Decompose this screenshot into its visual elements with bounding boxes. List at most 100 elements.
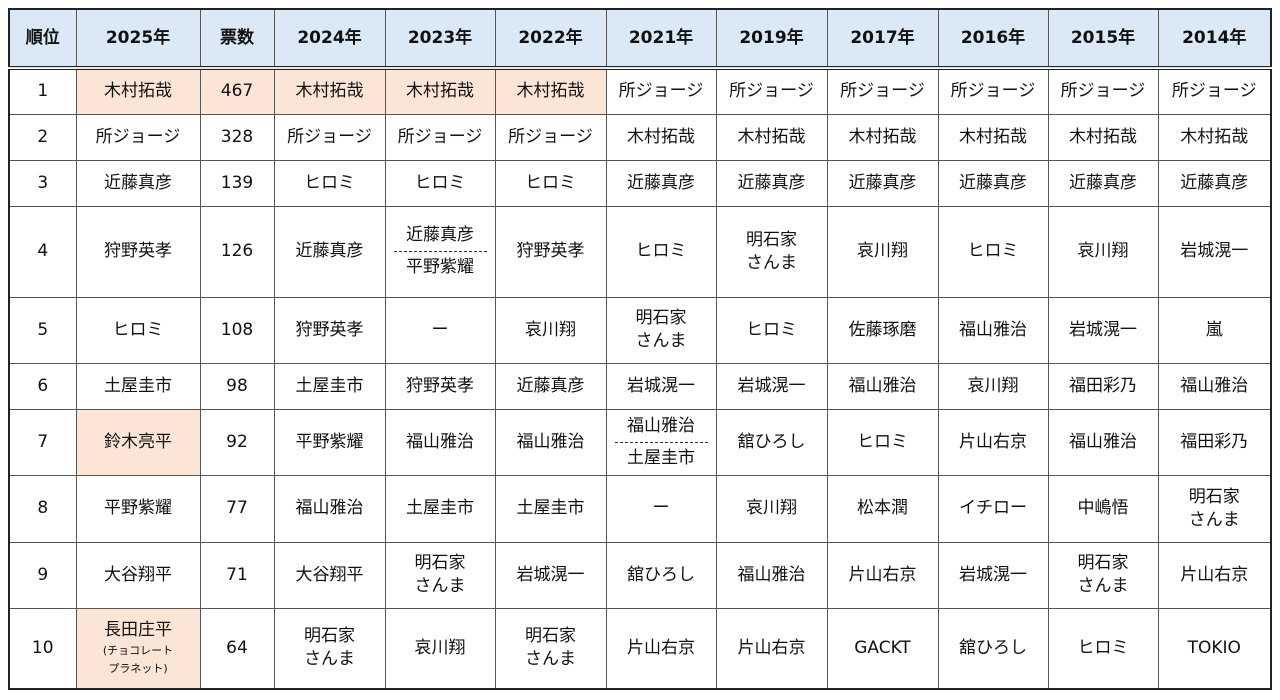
name-cell: 岩城滉一 <box>937 541 1049 609</box>
name-cell: 所ジョージ <box>715 67 828 115</box>
name-cell: 哀川翔 <box>826 205 939 298</box>
name-cell: 舘ひろし <box>937 607 1049 690</box>
tie-b: 土屋圭市 <box>627 447 695 468</box>
votes-cell: 139 <box>199 159 275 207</box>
name-cell: 中嶋悟 <box>1047 474 1159 543</box>
name-cell: ヒロミ <box>494 159 607 207</box>
name-cell: 大谷翔平 <box>273 541 386 609</box>
name-cell: 福山雅治 <box>1157 362 1272 410</box>
name-cell: 狩野英孝 <box>384 362 496 410</box>
rank-cell: 9 <box>8 541 77 609</box>
name-cell: 哀川翔 <box>1047 205 1159 298</box>
rank-cell: 10 <box>8 607 77 690</box>
name-cell: 木村拓哉 <box>384 67 496 115</box>
rank-cell: 6 <box>8 362 77 410</box>
name-cell: 片山右京 <box>1157 541 1272 609</box>
name-cell: ヒロミ <box>937 205 1049 298</box>
table-row: 10 長田庄平 (チョコレート プラネット) 64 明石家 さんま 哀川翔 明石家 さんま片… <box>8 607 1272 690</box>
table-row: 2 所ジョージ 328 所ジョージ 所ジョージ 所ジョージ 木村拓哉 木村拓哉 木村拓哉 木村拓哉… <box>8 113 1272 161</box>
name-cell: TOKIO <box>1157 607 1272 690</box>
rank-cell: 1 <box>8 67 77 115</box>
name-cell: 片山右京 <box>826 541 939 609</box>
rank-cell: 3 <box>8 159 77 207</box>
name-cell: 平野紫耀 <box>75 474 201 543</box>
name-cell: 所ジョージ <box>384 113 496 161</box>
ranking-table: 順位 2025年 票数 2024年 2023年 2022年 2021年 2019年 2017年 2… <box>8 8 1272 690</box>
name-cell: 所ジョージ <box>1047 67 1159 115</box>
votes-cell: 92 <box>199 408 275 476</box>
name-cell: 近藤真彦 <box>273 205 386 298</box>
name-cell: 狩野英孝 <box>273 296 386 364</box>
name-cell: 近藤真彦 <box>715 159 828 207</box>
name-cell: 岩城滉一 <box>605 362 717 410</box>
name-cell: 近藤真彦 <box>494 362 607 410</box>
name-cell: 明石家 さんま <box>494 607 607 690</box>
name-cell: 所ジョージ <box>75 113 201 161</box>
name-cell: 所ジョージ <box>494 113 607 161</box>
name-cell: ヒロミ <box>715 296 828 364</box>
votes-cell: 98 <box>199 362 275 410</box>
name-cell: ー <box>605 474 717 543</box>
name-cell: 狩野英孝 <box>75 205 201 298</box>
name-cell: 福山雅治 <box>384 408 496 476</box>
name-cell: 木村拓哉 <box>826 113 939 161</box>
tie-a: 近藤真彦 <box>393 224 487 252</box>
tie-a: 福山雅治 <box>614 415 708 443</box>
name-cell: 木村拓哉 <box>1047 113 1159 161</box>
name-cell: 近藤真彦 <box>75 159 201 207</box>
name-cell: 岩城滉一 <box>494 541 607 609</box>
name-cell: 木村拓哉 <box>1157 113 1272 161</box>
name-cell: 木村拓哉 <box>273 67 386 115</box>
name-cell: 木村拓哉 <box>605 113 717 161</box>
name-cell: ヒロミ <box>75 296 201 364</box>
name-cell: 福田彩乃 <box>1157 408 1272 476</box>
column-header: 2024年 <box>273 8 386 70</box>
name-cell: 明石家 さんま <box>715 205 828 298</box>
name-cell: 福山雅治 <box>273 474 386 543</box>
name-cell: 哀川翔 <box>384 607 496 690</box>
name-cell: 片山右京 <box>605 607 717 690</box>
tie-cell: 近藤真彦 平野紫耀 <box>384 205 496 298</box>
name-cell: 明石家 さんま <box>384 541 496 609</box>
name-cell: 近藤真彦 <box>605 159 717 207</box>
name-cell: 土屋圭市 <box>75 362 201 410</box>
name-cell: 平野紫耀 <box>273 408 386 476</box>
votes-cell: 108 <box>199 296 275 364</box>
name-cell: 近藤真彦 <box>1157 159 1272 207</box>
table-body: 1 木村拓哉 467 木村拓哉 木村拓哉 木村拓哉 所ジョージ 所ジョージ 所ジョージ 所ジョージ… <box>8 67 1272 690</box>
name-cell: ヒロミ <box>384 159 496 207</box>
name-cell: 鈴木亮平 <box>75 408 201 476</box>
name-cell: 狩野英孝 <box>494 205 607 298</box>
name-cell: 明石家 さんま <box>605 296 717 364</box>
table-row: 6 土屋圭市 98 土屋圭市 狩野英孝 近藤真彦 岩城滉一 岩城滉一 福山雅治 哀川翔 福田彩乃 福山… <box>8 362 1272 410</box>
name-cell: 福山雅治 <box>715 541 828 609</box>
votes-cell: 71 <box>199 541 275 609</box>
name-cell: 木村拓哉 <box>75 67 201 115</box>
name-cell: 所ジョージ <box>1157 67 1272 115</box>
name-cell: 近藤真彦 <box>1047 159 1159 207</box>
name-cell: 明石家 さんま <box>273 607 386 690</box>
name-cell: 土屋圭市 <box>494 474 607 543</box>
table-row: 3 近藤真彦 139 ヒロミ ヒロミ ヒロミ 近藤真彦 近藤真彦 近藤真彦 近藤真彦 近藤真彦 近藤真… <box>8 159 1272 207</box>
name-cell: 福山雅治 <box>1047 408 1159 476</box>
column-header: 2025年 <box>75 8 201 70</box>
name-cell: 近藤真彦 <box>826 159 939 207</box>
column-header: 2017年 <box>826 8 939 70</box>
name-cell: 木村拓哉 <box>937 113 1049 161</box>
name-cell: 岩城滉一 <box>1157 205 1272 298</box>
column-header: 順位 <box>8 8 77 70</box>
name-cell: ヒロミ <box>273 159 386 207</box>
name-cell: 佐藤琢磨 <box>826 296 939 364</box>
table-row: 9 大谷翔平 71 大谷翔平 明石家 さんま 岩城滉一 舘ひろし 福山雅治 片山右京 岩城滉一 明石… <box>8 541 1272 609</box>
name-cell: 松本潤 <box>826 474 939 543</box>
votes-cell: 328 <box>199 113 275 161</box>
name-cell: GACKT <box>826 607 939 690</box>
name-cell: ヒロミ <box>1047 607 1159 690</box>
rank-cell: 5 <box>8 296 77 364</box>
name-cell: 舘ひろし <box>715 408 828 476</box>
column-header: 2014年 <box>1157 8 1272 70</box>
name-cell: 大谷翔平 <box>75 541 201 609</box>
name-cell: ヒロミ <box>826 408 939 476</box>
rank-cell: 7 <box>8 408 77 476</box>
name-cell: 明石家 さんま <box>1157 474 1272 543</box>
